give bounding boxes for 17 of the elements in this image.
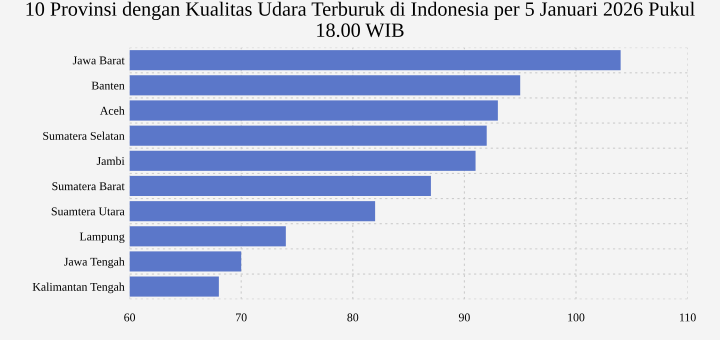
y-tick-label: Sumatera Barat bbox=[52, 182, 125, 190]
y-tick-label: Jawa Barat bbox=[72, 56, 125, 64]
x-tick-label: 100 bbox=[568, 313, 584, 322]
y-tick-label: Jawa Tengah bbox=[64, 257, 125, 268]
y-tick-label: Banten bbox=[92, 82, 125, 90]
x-tick-label: 110 bbox=[680, 313, 696, 322]
x-tick-label: 60 bbox=[124, 313, 136, 322]
y-tick-label: Aceh bbox=[100, 106, 125, 115]
chart-title: 10 Provinsi dengan Kualitas Udara Terburuk di Indonesia per 5 Januari 2026 Pukul 18.00 WIB bbox=[26, 2, 695, 38]
y-tick-label: Sumatera Selatan bbox=[43, 132, 125, 140]
y-tick-label: Jambi bbox=[96, 156, 125, 166]
y-tick-label: Kalimantan Tengah bbox=[32, 282, 125, 294]
x-tick-label: 70 bbox=[236, 313, 247, 322]
y-tick-label: Suamtera Utara bbox=[52, 207, 125, 216]
y-tick-label: Lampung bbox=[80, 232, 125, 243]
x-tick-label: 80 bbox=[347, 313, 358, 322]
x-tick-label: 90 bbox=[458, 313, 470, 322]
